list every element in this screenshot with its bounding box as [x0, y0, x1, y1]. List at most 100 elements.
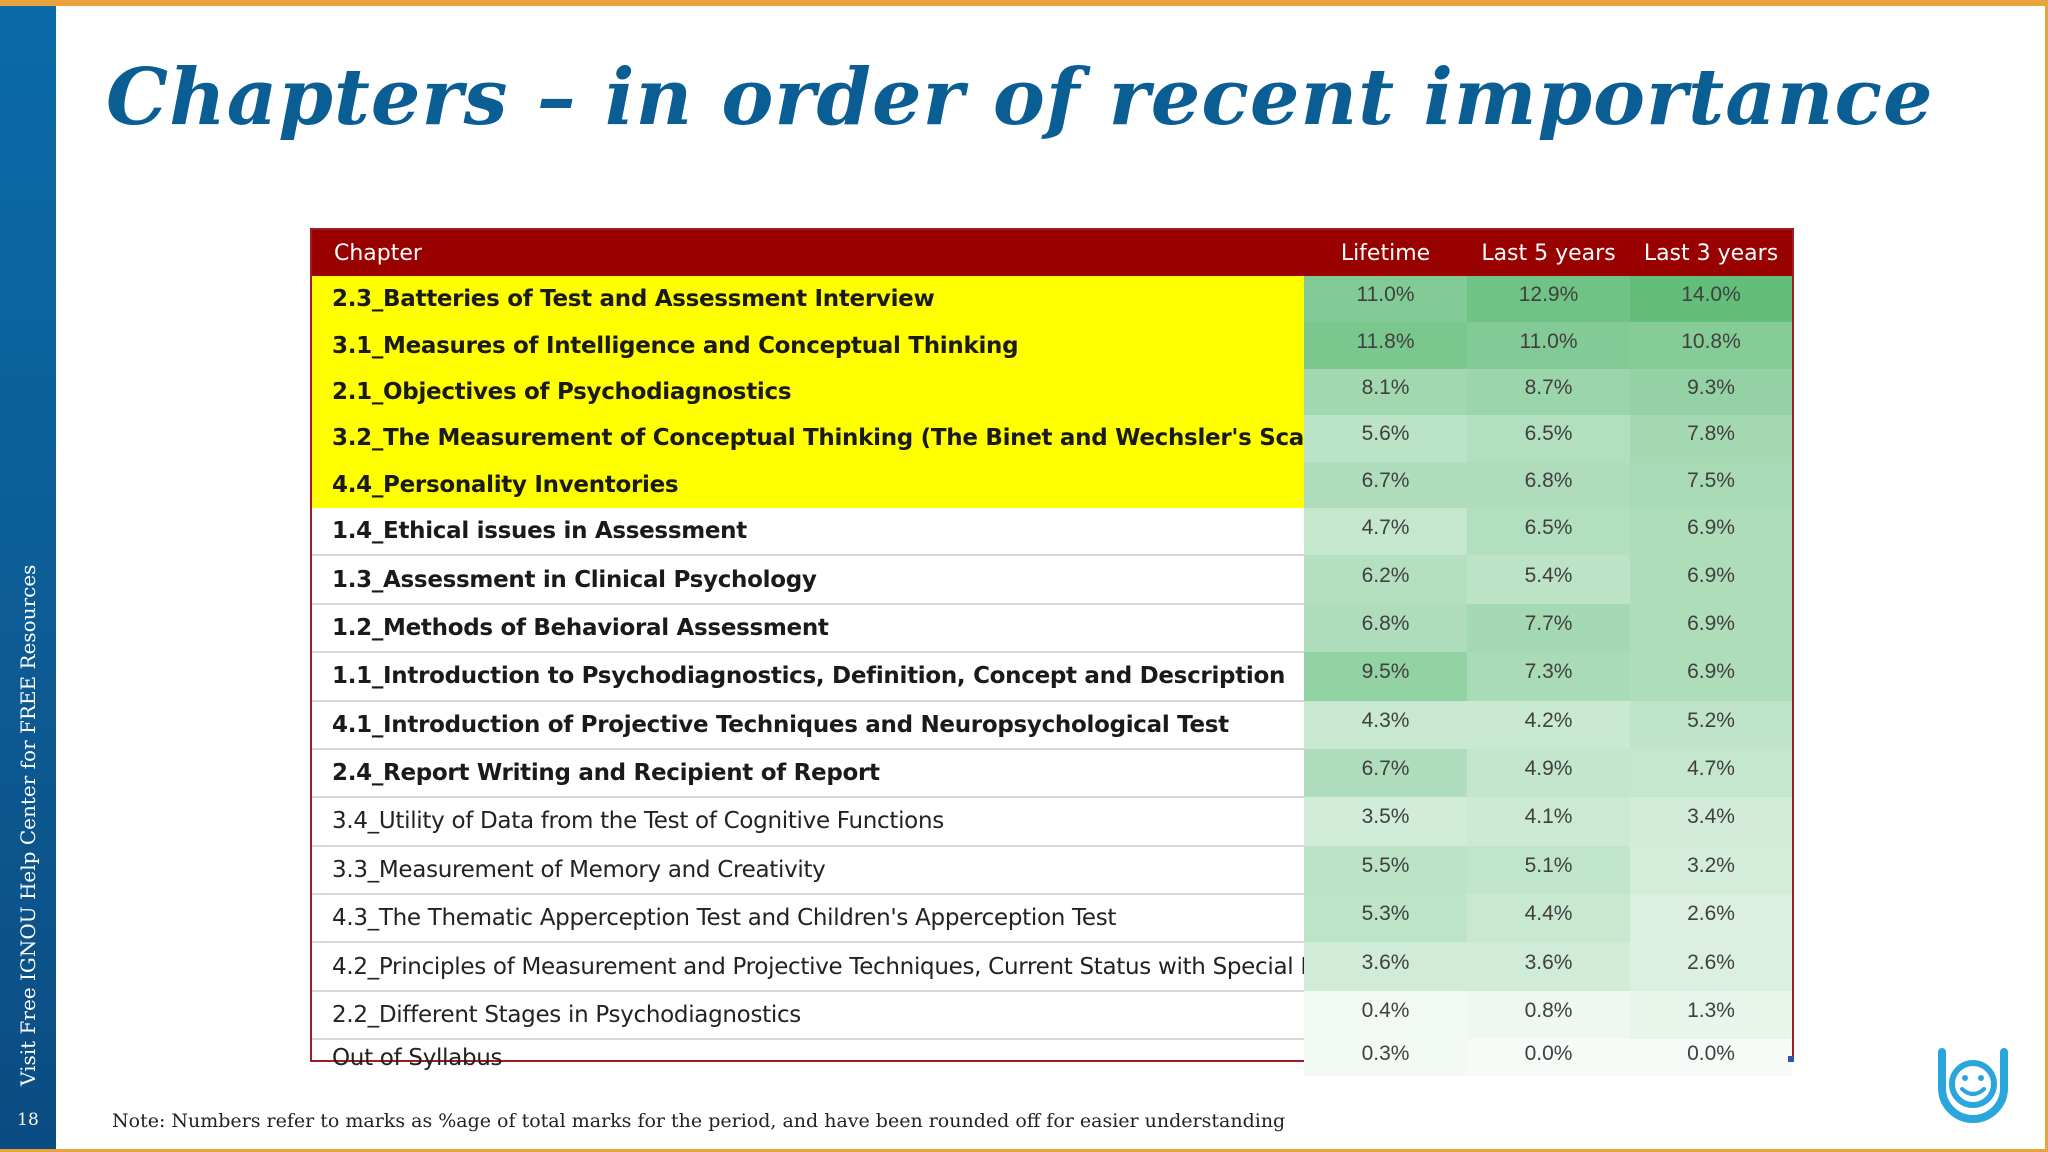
table-row: 4.4_Personality Inventories 6.7% 6.8% 7.5%	[312, 461, 1792, 508]
lifetime-value-cell: 6.7%	[1304, 461, 1467, 508]
lifetime-value-cell: 6.8%	[1304, 603, 1467, 653]
table-row: 2.3_Batteries of Test and Assessment Int…	[312, 276, 1792, 323]
last-5-years-value-cell: 4.9%	[1467, 748, 1630, 798]
chapter-name-cell: 4.4_Personality Inventories	[312, 461, 1304, 508]
chapters-table: Chapter Lifetime Last 5 years Last 3 yea…	[312, 230, 1792, 1077]
last-5-years-value-cell: 4.4%	[1467, 894, 1630, 943]
chapter-name-cell: 4.1_Introduction of Projective Technique…	[312, 700, 1304, 750]
last-3-years-value-cell: 6.9%	[1630, 555, 1792, 604]
top-accent-border	[0, 0, 2048, 6]
lifetime-value-cell: 0.3%	[1304, 1039, 1467, 1077]
lifetime-value-cell: 4.3%	[1304, 700, 1467, 749]
last-3-years-value-cell: 6.9%	[1630, 603, 1792, 653]
header-last-3-years: Last 3 years	[1643, 240, 1779, 266]
table-row: 3.2_The Measurement of Conceptual Thinki…	[312, 415, 1792, 462]
chapter-name-cell: 1.2_Methods of Behavioral Assessment	[312, 603, 1304, 654]
last-5-years-value-cell: 3.6%	[1467, 942, 1630, 991]
last-3-years-value-cell: 10.8%	[1630, 322, 1792, 369]
bottom-accent-border	[0, 1149, 2048, 1152]
chapters-table-container: Chapter Lifetime Last 5 years Last 3 yea…	[310, 228, 1794, 1077]
chapter-name-cell: 3.1_Measures of Intelligence and Concept…	[312, 322, 1304, 369]
chapter-name-cell: 2.2_Different Stages in Psychodiagnostic…	[312, 990, 1304, 1041]
last-5-years-value-cell: 6.5%	[1467, 507, 1630, 556]
chapter-name-cell: Out of Syllabus	[332, 1045, 503, 1072]
last-3-years-value-cell: 6.9%	[1630, 652, 1792, 701]
last-5-years-value-cell: 11.0%	[1467, 322, 1630, 369]
table-row: 1.2_Methods of Behavioral Assessment 6.8%…	[312, 603, 1792, 654]
table-row: 2.4_Report Writing and Recipient of Repo…	[312, 748, 1792, 799]
lifetime-value-cell: 3.6%	[1304, 942, 1467, 991]
chapter-name-cell: 2.1_Objectives of Psychodiagnostics	[312, 368, 1304, 416]
header-last-5-years: Last 5 years	[1481, 240, 1616, 266]
chapter-name-cell: 4.2_Principles of Measurement and Projec…	[312, 942, 1304, 992]
left-sidebar-band: Visit Free IGNOU Help Center for FREE Re…	[0, 6, 56, 1149]
lifetime-value-cell: 11.0%	[1304, 276, 1467, 323]
last-3-years-value-cell: 3.2%	[1630, 845, 1792, 895]
chapter-name-cell: 1.3_Assessment in Clinical Psychology	[312, 555, 1304, 605]
last-3-years-value-cell: 2.6%	[1630, 942, 1792, 991]
header-lifetime: Lifetime	[1340, 240, 1431, 266]
lifetime-value-cell: 4.7%	[1304, 507, 1467, 556]
table-header-row: Chapter Lifetime Last 5 years Last 3 yea…	[312, 230, 1792, 276]
chapter-name-cell: 1.1_Introduction to Psychodiagnostics, D…	[312, 652, 1304, 702]
page-number: 18	[17, 1110, 39, 1130]
last-3-years-value-cell: 7.8%	[1630, 415, 1792, 462]
chapter-name-cell: 3.3_Measurement of Memory and Creativity	[312, 845, 1304, 896]
table-row: 3.4_Utility of Data from the Test of Cog…	[312, 797, 1792, 847]
header-chapter: Chapter	[334, 240, 422, 266]
chapter-name-cell: 1.4_Ethical issues in Assessment	[312, 507, 1304, 557]
table-row: 4.2_Principles of Measurement and Projec…	[312, 942, 1792, 992]
chapter-name-cell: 2.3_Batteries of Test and Assessment Int…	[312, 276, 1304, 323]
table-row: 1.1_Introduction to Psychodiagnostics, D…	[312, 652, 1792, 702]
last-3-years-value-cell: 0.0%	[1630, 1039, 1792, 1077]
lifetime-value-cell: 6.7%	[1304, 748, 1467, 798]
slide-title: Chapters – in order of recent importance	[106, 52, 1934, 143]
table-resize-handle	[1788, 1056, 1794, 1062]
table-body: 2.3_Batteries of Test and Assessment Int…	[312, 276, 1792, 1077]
last-3-years-value-cell: 2.6%	[1630, 894, 1792, 943]
last-3-years-value-cell: 14.0%	[1630, 276, 1792, 323]
footnote: Note: Numbers refer to marks as %age of …	[112, 1110, 1286, 1132]
table-row: 2.2_Different Stages in Psychodiagnostic…	[312, 990, 1792, 1041]
table-row: 3.1_Measures of Intelligence and Concept…	[312, 322, 1792, 369]
right-accent-border	[2045, 0, 2048, 1152]
last-3-years-value-cell: 3.4%	[1630, 797, 1792, 846]
table-row: 2.1_Objectives of Psychodiagnostics 8.1% 8…	[312, 368, 1792, 416]
lifetime-value-cell: 5.3%	[1304, 894, 1467, 943]
last-3-years-value-cell: 6.9%	[1630, 507, 1792, 556]
lifetime-value-cell: 0.4%	[1304, 990, 1467, 1040]
table-row: Out of Syllabus 0.3% 0.0% 0.0%	[312, 1039, 1792, 1077]
last-5-years-value-cell: 12.9%	[1467, 276, 1630, 323]
lifetime-value-cell: 3.5%	[1304, 797, 1467, 846]
lifetime-value-cell: 6.2%	[1304, 555, 1467, 604]
last-3-years-value-cell: 5.2%	[1630, 700, 1792, 749]
chapter-name-cell: 3.4_Utility of Data from the Test of Cog…	[312, 797, 1304, 847]
last-5-years-value-cell: 0.0%	[1467, 1039, 1630, 1077]
last-3-years-value-cell: 4.7%	[1630, 748, 1792, 798]
last-5-years-value-cell: 7.7%	[1467, 603, 1630, 653]
last-5-years-value-cell: 6.8%	[1467, 461, 1630, 508]
last-5-years-value-cell: 5.4%	[1467, 555, 1630, 604]
last-3-years-value-cell: 7.5%	[1630, 461, 1792, 508]
last-5-years-value-cell: 4.2%	[1467, 700, 1630, 749]
last-3-years-value-cell: 9.3%	[1630, 368, 1792, 416]
lifetime-value-cell: 5.6%	[1304, 415, 1467, 462]
chapter-name-cell: 3.2_The Measurement of Conceptual Thinki…	[312, 415, 1304, 462]
last-5-years-value-cell: 5.1%	[1467, 845, 1630, 895]
last-5-years-value-cell: 4.1%	[1467, 797, 1630, 846]
sidebar-promo-text: Visit Free IGNOU Help Center for FREE Re…	[16, 564, 40, 1086]
chapter-name-cell: 4.3_The Thematic Apperception Test and C…	[312, 894, 1304, 944]
chapter-name-cell: 2.4_Report Writing and Recipient of Repo…	[312, 748, 1304, 799]
table-row: 3.3_Measurement of Memory and Creativity…	[312, 845, 1792, 896]
lifetime-value-cell: 5.5%	[1304, 845, 1467, 895]
last-5-years-value-cell: 7.3%	[1467, 652, 1630, 701]
table-row: 4.1_Introduction of Projective Technique…	[312, 700, 1792, 750]
last-5-years-value-cell: 8.7%	[1467, 368, 1630, 416]
smiley-logo-icon	[1938, 1048, 2008, 1123]
last-5-years-value-cell: 0.8%	[1467, 990, 1630, 1040]
table-row: 1.3_Assessment in Clinical Psychology 6.2…	[312, 555, 1792, 605]
lifetime-value-cell: 11.8%	[1304, 322, 1467, 369]
table-row: 4.3_The Thematic Apperception Test and C…	[312, 894, 1792, 944]
lifetime-value-cell: 9.5%	[1304, 652, 1467, 701]
last-3-years-value-cell: 1.3%	[1630, 990, 1792, 1040]
